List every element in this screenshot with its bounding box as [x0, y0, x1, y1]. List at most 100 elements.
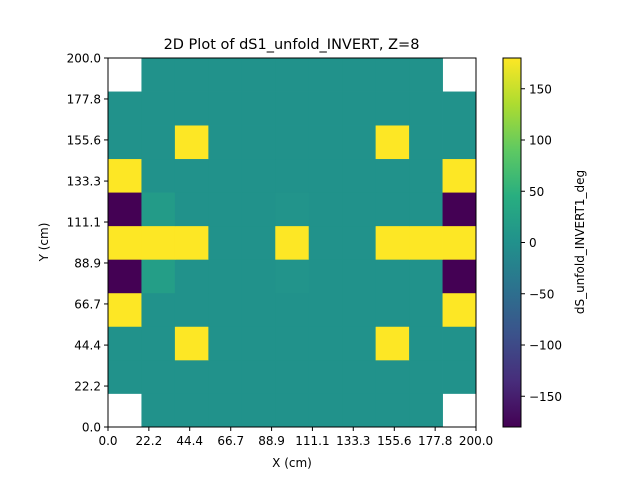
heatmap-cell [275, 292, 310, 327]
heatmap-cell [174, 58, 209, 92]
heatmap-cell [375, 393, 410, 428]
heatmap-cell [174, 359, 209, 394]
heatmap-cell [208, 91, 243, 126]
heatmap-cell [241, 326, 276, 361]
colorbar-tick-label: 0 [529, 236, 537, 250]
heatmap-cell [241, 58, 276, 92]
x-tick-label: 44.4 [176, 434, 203, 448]
plot-frame [107, 57, 477, 428]
heatmap-cell [174, 393, 209, 428]
heatmap-cell [308, 359, 343, 394]
heatmap-cell [108, 158, 142, 193]
heatmap-cell [409, 192, 443, 227]
heatmap-cell [108, 225, 142, 260]
heatmap-cell [275, 192, 310, 227]
heatmap-cell [442, 91, 477, 126]
heatmap-cell [275, 326, 310, 361]
heatmap-cell [409, 292, 443, 327]
heatmap-cell [342, 259, 377, 294]
heatmap-cell [409, 326, 443, 361]
heatmap-cells [108, 58, 477, 428]
heatmap-cell [241, 125, 276, 160]
heatmap-cell [141, 259, 176, 294]
heatmap-cell [375, 292, 410, 327]
y-tick-label: 133.3 [67, 175, 101, 189]
heatmap-cell [241, 393, 276, 428]
heatmap-cell [174, 292, 209, 327]
y-tick-label: 66.7 [74, 297, 101, 311]
heatmap-cell [108, 192, 142, 227]
x-tick-label: 66.7 [217, 434, 244, 448]
chart-title: 2D Plot of dS1_unfold_INVERT, Z=8 [164, 37, 420, 53]
heatmap-cell [442, 292, 477, 327]
heatmap-cell [409, 91, 443, 126]
colorbar-tick-label: 150 [529, 82, 552, 96]
heatmap-cell [375, 58, 410, 92]
heatmap-cell [241, 359, 276, 394]
heatmap-cell [342, 326, 377, 361]
heatmap-cell [375, 259, 410, 294]
y-tick-label: 177.8 [67, 92, 101, 106]
heatmap-cell [174, 259, 209, 294]
colorbar-label: dS_unfold_INVERT1_deg [573, 170, 587, 314]
x-tick-label: 155.6 [377, 434, 411, 448]
y-tick-label: 44.4 [74, 339, 101, 353]
colorbar-axis: 150 100 50 0 −50 −100 −150 [521, 82, 562, 404]
heatmap-cell [108, 326, 142, 361]
x-tick-label: 0.0 [98, 434, 117, 448]
heatmap-cell [409, 125, 443, 160]
heatmap-cell [108, 259, 142, 294]
colorbar-tick-label: 100 [529, 134, 552, 148]
heatmap-cell [308, 292, 343, 327]
heatmap-cell [141, 192, 176, 227]
heatmap-cell [141, 158, 176, 193]
heatmap-cell [174, 192, 209, 227]
heatmap-cell [141, 326, 176, 361]
heatmap-cell [409, 393, 443, 428]
x-tick-label: 22.2 [135, 434, 162, 448]
heatmap-cell [442, 192, 477, 227]
heatmap-cell [241, 292, 276, 327]
heatmap-cell [442, 225, 477, 260]
heatmap-cell [342, 125, 377, 160]
y-tick-label: 200.0 [67, 52, 101, 66]
heatmap-cell [208, 192, 243, 227]
y-axis-label: Y (cm) [37, 223, 51, 263]
y-axis: 0.0 22.2 44.4 66.7 88.9 111.1 133.3 155.6 177.8 2… [67, 52, 108, 435]
heatmap-cell [208, 393, 243, 428]
heatmap-cell [241, 259, 276, 294]
colorbar [502, 57, 522, 428]
heatmap-cell [308, 225, 343, 260]
heatmap-cell [141, 225, 176, 260]
heatmap-cell [241, 192, 276, 227]
heatmap-cell [208, 158, 243, 193]
y-tick-label: 111.1 [67, 216, 101, 230]
y-tick-label: 155.6 [67, 133, 101, 147]
heatmap-cell [409, 58, 443, 92]
heatmap-cell [141, 292, 176, 327]
heatmap-cell [442, 326, 477, 361]
heatmap-cell [141, 58, 176, 92]
heatmap-cell [141, 125, 176, 160]
heatmap-cell [275, 225, 310, 260]
x-axis: 0.0 22.2 44.4 66.7 88.9 111.1 133.3 155.6 177.8 2… [98, 427, 493, 448]
heatmap-cell [208, 259, 243, 294]
heatmap-cell [442, 125, 477, 160]
heatmap-cell [275, 91, 310, 126]
heatmap-cell [208, 58, 243, 92]
heatmap-cell [409, 359, 443, 394]
heatmap-cell [375, 158, 410, 193]
heatmap-cell [108, 359, 142, 394]
y-tick-label: 0.0 [82, 421, 101, 435]
x-tick-label: 200.0 [459, 434, 493, 448]
heatmap-cell [409, 225, 443, 260]
heatmap-cell [308, 58, 343, 92]
heatmap-cell [342, 359, 377, 394]
heatmap-cell [308, 91, 343, 126]
heatmap-cell [342, 192, 377, 227]
y-tick-label: 88.9 [74, 256, 101, 270]
colorbar-tick-label: 50 [529, 185, 544, 199]
heatmap-cell [442, 259, 477, 294]
heatmap-cell [375, 192, 410, 227]
